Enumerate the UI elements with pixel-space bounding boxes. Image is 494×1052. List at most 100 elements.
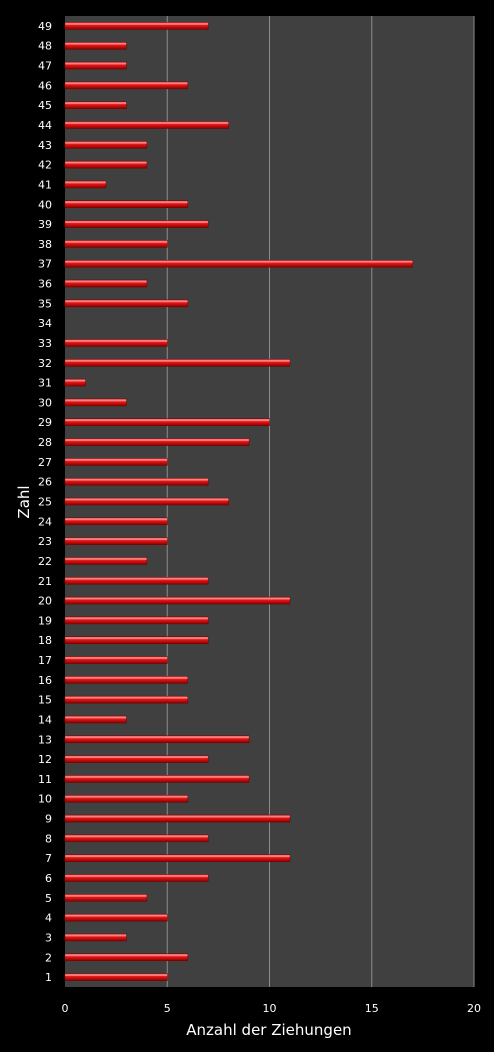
bar-17 bbox=[64, 656, 168, 664]
bar-body-5 bbox=[64, 894, 148, 902]
y-tick-label-29: 29 bbox=[38, 416, 52, 429]
bar-27 bbox=[64, 458, 168, 466]
bar-47 bbox=[64, 61, 127, 70]
y-tick-label-24: 24 bbox=[38, 515, 52, 528]
bar-body-12 bbox=[64, 755, 209, 763]
bar-highlight-29 bbox=[65, 419, 270, 422]
bar-19 bbox=[64, 616, 209, 625]
bar-9 bbox=[64, 814, 291, 823]
y-tick-label-25: 25 bbox=[38, 496, 52, 509]
bar-29 bbox=[64, 418, 270, 426]
bar-body-17 bbox=[64, 656, 168, 664]
bar-highlight-47 bbox=[65, 62, 127, 65]
y-tick-label-3: 3 bbox=[45, 931, 52, 944]
y-tick-label-37: 37 bbox=[38, 258, 52, 271]
bar-10 bbox=[64, 794, 188, 803]
bar-16 bbox=[64, 676, 188, 684]
bar-highlight-18 bbox=[65, 637, 209, 640]
x-tick-label-5: 5 bbox=[164, 1002, 171, 1015]
bar-body-13 bbox=[64, 735, 250, 744]
bar-body-26 bbox=[64, 477, 209, 486]
bar-32 bbox=[64, 359, 291, 367]
bar-body-33 bbox=[64, 339, 168, 347]
bar-body-24 bbox=[64, 517, 168, 526]
y-tick-label-28: 28 bbox=[38, 436, 52, 449]
bar-body-21 bbox=[64, 577, 209, 585]
bar-highlight-14 bbox=[65, 716, 127, 719]
bar-highlight-30 bbox=[65, 399, 127, 402]
y-tick-label-5: 5 bbox=[45, 892, 52, 905]
bar-body-36 bbox=[64, 279, 148, 288]
bar-30 bbox=[64, 398, 127, 407]
bar-highlight-9 bbox=[65, 815, 290, 818]
y-tick-label-31: 31 bbox=[38, 377, 52, 390]
bar-7 bbox=[64, 854, 291, 862]
bar-38 bbox=[64, 240, 168, 248]
y-tick-label-42: 42 bbox=[38, 159, 52, 172]
bar-body-48 bbox=[64, 41, 127, 50]
bar-highlight-40 bbox=[65, 201, 188, 204]
bar-highlight-49 bbox=[65, 23, 209, 25]
bar-20 bbox=[64, 596, 291, 605]
y-tick-label-17: 17 bbox=[38, 654, 52, 667]
bar-highlight-6 bbox=[65, 875, 209, 877]
bar-highlight-12 bbox=[65, 756, 209, 759]
bar-highlight-20 bbox=[65, 597, 290, 600]
bar-highlight-23 bbox=[65, 538, 168, 541]
bar-highlight-4 bbox=[65, 914, 168, 917]
bar-highlight-8 bbox=[65, 835, 209, 838]
y-tick-label-38: 38 bbox=[38, 238, 52, 251]
y-tick-label-21: 21 bbox=[38, 575, 52, 588]
y-tick-label-16: 16 bbox=[38, 674, 52, 687]
y-tick-label-35: 35 bbox=[38, 297, 52, 310]
bar-11 bbox=[64, 775, 250, 783]
bar-36 bbox=[64, 279, 148, 288]
bar-highlight-27 bbox=[65, 459, 168, 461]
bar-15 bbox=[64, 695, 188, 704]
bar-body-23 bbox=[64, 537, 168, 545]
y-tick-label-4: 4 bbox=[45, 912, 52, 925]
bars bbox=[64, 22, 413, 981]
bar-body-11 bbox=[64, 775, 250, 783]
bar-highlight-37 bbox=[65, 261, 413, 263]
bar-body-38 bbox=[64, 240, 168, 248]
y-tick-label-30: 30 bbox=[38, 396, 52, 409]
y-tick-label-49: 49 bbox=[38, 20, 52, 33]
bar-body-28 bbox=[64, 438, 250, 446]
bar-body-49 bbox=[64, 22, 209, 30]
bar-highlight-2 bbox=[65, 954, 188, 957]
bar-highlight-22 bbox=[65, 558, 147, 560]
bar-highlight-16 bbox=[65, 677, 188, 679]
bar-8 bbox=[64, 834, 209, 843]
y-tick-label-18: 18 bbox=[38, 634, 52, 647]
bar-highlight-43 bbox=[65, 142, 147, 144]
bar-body-43 bbox=[64, 141, 148, 149]
bar-body-42 bbox=[64, 160, 148, 169]
y-tick-label-47: 47 bbox=[38, 60, 52, 73]
bar-body-9 bbox=[64, 814, 291, 823]
bar-46 bbox=[64, 81, 188, 90]
bar-highlight-32 bbox=[65, 360, 290, 362]
bar-highlight-35 bbox=[65, 300, 188, 303]
y-tick-label-34: 34 bbox=[38, 317, 52, 330]
bar-12 bbox=[64, 755, 209, 763]
bar-6 bbox=[64, 874, 209, 882]
y-tick-label-9: 9 bbox=[45, 813, 52, 826]
bar-2 bbox=[64, 953, 188, 962]
bar-39 bbox=[64, 220, 209, 228]
y-tick-label-26: 26 bbox=[38, 476, 52, 489]
y-tick-label-46: 46 bbox=[38, 79, 52, 92]
bar-body-10 bbox=[64, 794, 188, 803]
bar-body-31 bbox=[64, 378, 86, 387]
bar-33 bbox=[64, 339, 168, 347]
bar-body-2 bbox=[64, 953, 188, 962]
bar-highlight-5 bbox=[65, 895, 147, 897]
bar-body-37 bbox=[64, 259, 413, 268]
y-tick-label-13: 13 bbox=[38, 733, 52, 746]
y-tick-label-10: 10 bbox=[38, 793, 52, 806]
bar-body-47 bbox=[64, 61, 127, 70]
bar-4 bbox=[64, 913, 168, 922]
bar-body-35 bbox=[64, 299, 188, 308]
bar-44 bbox=[64, 121, 229, 129]
bar-body-16 bbox=[64, 676, 188, 684]
